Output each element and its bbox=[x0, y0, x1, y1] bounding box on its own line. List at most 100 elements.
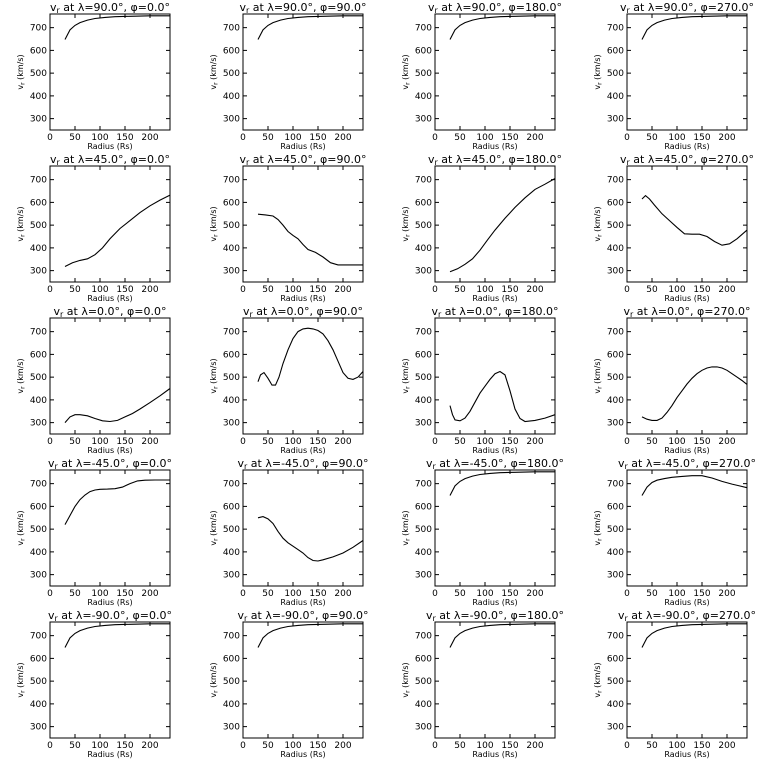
x-tick-label: 200 bbox=[718, 133, 735, 143]
x-tick-label: 50 bbox=[454, 589, 466, 599]
y-tick-label: 300 bbox=[415, 115, 432, 125]
panel-5: vr at λ=45.0°, φ=0.0° 0 50 100 150 200 300 400 5… bbox=[16, 153, 171, 303]
x-tick-label: 150 bbox=[309, 133, 326, 143]
y-tick-label: 700 bbox=[415, 480, 432, 490]
x-tick-label: 150 bbox=[116, 741, 133, 751]
y-tick-label: 300 bbox=[607, 571, 624, 581]
plot-frame bbox=[242, 469, 364, 587]
series-line bbox=[257, 15, 363, 40]
plot-frame bbox=[49, 165, 171, 283]
y-tick-label: 300 bbox=[223, 419, 240, 429]
panel-title: vr at λ=90.0°, φ=180.0° bbox=[428, 1, 562, 15]
y-tick-label: 700 bbox=[223, 632, 240, 642]
y-tick-label: 600 bbox=[223, 350, 240, 360]
plot-frame bbox=[626, 13, 748, 131]
y-tick-label: 600 bbox=[223, 46, 240, 56]
y-tick-label: 600 bbox=[607, 350, 624, 360]
x-tick-label: 200 bbox=[141, 589, 158, 599]
x-tick-label: 200 bbox=[718, 285, 735, 295]
y-tick-label: 300 bbox=[30, 115, 47, 125]
x-tick-label: 50 bbox=[69, 741, 81, 751]
x-tick-label: 150 bbox=[693, 437, 710, 447]
x-tick-label: 200 bbox=[526, 133, 543, 143]
y-tick-label: 600 bbox=[607, 654, 624, 664]
x-tick-label: 50 bbox=[262, 741, 274, 751]
x-axis-label: Radius (Rs) bbox=[87, 142, 132, 151]
y-tick-label: 700 bbox=[607, 328, 624, 338]
x-tick-label: 100 bbox=[668, 589, 685, 599]
y-tick-label: 400 bbox=[607, 92, 624, 102]
y-tick-label: 400 bbox=[30, 244, 47, 254]
y-axis-label: vr (km/s) bbox=[593, 358, 604, 393]
x-tick-label: 0 bbox=[624, 741, 630, 751]
x-tick-label: 150 bbox=[501, 589, 518, 599]
y-tick-label: 700 bbox=[607, 24, 624, 34]
plot-frame bbox=[434, 165, 556, 283]
x-tick-label: 150 bbox=[501, 285, 518, 295]
x-tick-label: 0 bbox=[432, 437, 438, 447]
y-tick-label: 500 bbox=[223, 525, 240, 535]
series-line bbox=[641, 194, 748, 246]
x-axis-label: Radius (Rs) bbox=[87, 598, 132, 607]
y-tick-label: 700 bbox=[607, 176, 624, 186]
panel-16: vr at λ=-45.0°, φ=270.0° 0 50 100 150 200 300 4… bbox=[593, 457, 756, 607]
x-tick-label: 0 bbox=[432, 589, 438, 599]
y-tick-label: 500 bbox=[223, 69, 240, 79]
panel-title: vr at λ=-45.0°, φ=90.0° bbox=[237, 457, 368, 471]
panel-1: vr at λ=90.0°, φ=0.0° 0 50 100 150 200 300 400 5… bbox=[16, 1, 171, 151]
y-axis-label: vr (km/s) bbox=[593, 206, 604, 241]
plot-frame bbox=[49, 469, 171, 587]
y-tick-label: 500 bbox=[223, 677, 240, 687]
x-tick-label: 200 bbox=[334, 285, 351, 295]
x-tick-label: 200 bbox=[718, 589, 735, 599]
x-tick-label: 0 bbox=[624, 285, 630, 295]
y-tick-label: 500 bbox=[607, 221, 624, 231]
x-tick-label: 200 bbox=[526, 741, 543, 751]
x-tick-label: 0 bbox=[432, 741, 438, 751]
x-tick-label: 150 bbox=[309, 589, 326, 599]
x-tick-label: 150 bbox=[309, 437, 326, 447]
y-tick-label: 500 bbox=[30, 677, 47, 687]
y-tick-label: 700 bbox=[415, 328, 432, 338]
x-tick-label: 200 bbox=[334, 133, 351, 143]
x-tick-label: 100 bbox=[476, 741, 493, 751]
x-tick-label: 200 bbox=[718, 437, 735, 447]
x-tick-label: 100 bbox=[668, 133, 685, 143]
series-line bbox=[641, 366, 748, 421]
y-axis-label: vr (km/s) bbox=[401, 662, 412, 697]
panel-4: vr at λ=90.0°, φ=270.0° 0 50 100 150 200 300 40… bbox=[593, 1, 754, 151]
panel-title: vr at λ=-90.0°, φ=180.0° bbox=[426, 609, 564, 623]
y-tick-label: 300 bbox=[30, 571, 47, 581]
panel-6: vr at λ=45.0°, φ=90.0° 0 50 100 150 200 300 400… bbox=[209, 153, 367, 303]
y-tick-label: 500 bbox=[607, 525, 624, 535]
x-tick-label: 100 bbox=[476, 133, 493, 143]
panel-title: vr at λ=-45.0°, φ=270.0° bbox=[618, 457, 756, 471]
panel-2: vr at λ=90.0°, φ=90.0° 0 50 100 150 200 300 400… bbox=[209, 1, 367, 151]
panel-title: vr at λ=90.0°, φ=0.0° bbox=[50, 1, 170, 15]
y-tick-label: 300 bbox=[415, 571, 432, 581]
panel-title: vr at λ=-90.0°, φ=270.0° bbox=[618, 609, 756, 623]
x-tick-label: 50 bbox=[69, 285, 81, 295]
y-tick-label: 600 bbox=[415, 502, 432, 512]
x-tick-label: 100 bbox=[476, 589, 493, 599]
plot-frame bbox=[626, 317, 748, 435]
x-axis-label: Radius (Rs) bbox=[472, 750, 517, 759]
x-axis-label: Radius (Rs) bbox=[280, 446, 325, 455]
series-line bbox=[449, 15, 555, 40]
y-axis-label: vr (km/s) bbox=[593, 662, 604, 697]
y-axis-label: vr (km/s) bbox=[401, 510, 412, 545]
panel-19: vr at λ=-90.0°, φ=180.0° 0 50 100 150 200 300 4… bbox=[401, 609, 564, 759]
panel-title: vr at λ=0.0°, φ=270.0° bbox=[623, 305, 750, 319]
x-axis-label: Radius (Rs) bbox=[280, 294, 325, 303]
x-tick-label: 0 bbox=[240, 133, 246, 143]
x-tick-label: 50 bbox=[646, 589, 658, 599]
panel-title: vr at λ=0.0°, φ=90.0° bbox=[243, 305, 363, 319]
series-line bbox=[449, 471, 555, 496]
panel-8: vr at λ=45.0°, φ=270.0° 0 50 100 150 200 300 40… bbox=[593, 153, 754, 303]
y-tick-label: 500 bbox=[607, 69, 624, 79]
panel-11: vr at λ=0.0°, φ=180.0° 0 50 100 150 200 300 400… bbox=[401, 305, 559, 455]
y-axis-label: vr (km/s) bbox=[16, 510, 27, 545]
x-tick-label: 50 bbox=[454, 741, 466, 751]
y-tick-label: 400 bbox=[30, 700, 47, 710]
